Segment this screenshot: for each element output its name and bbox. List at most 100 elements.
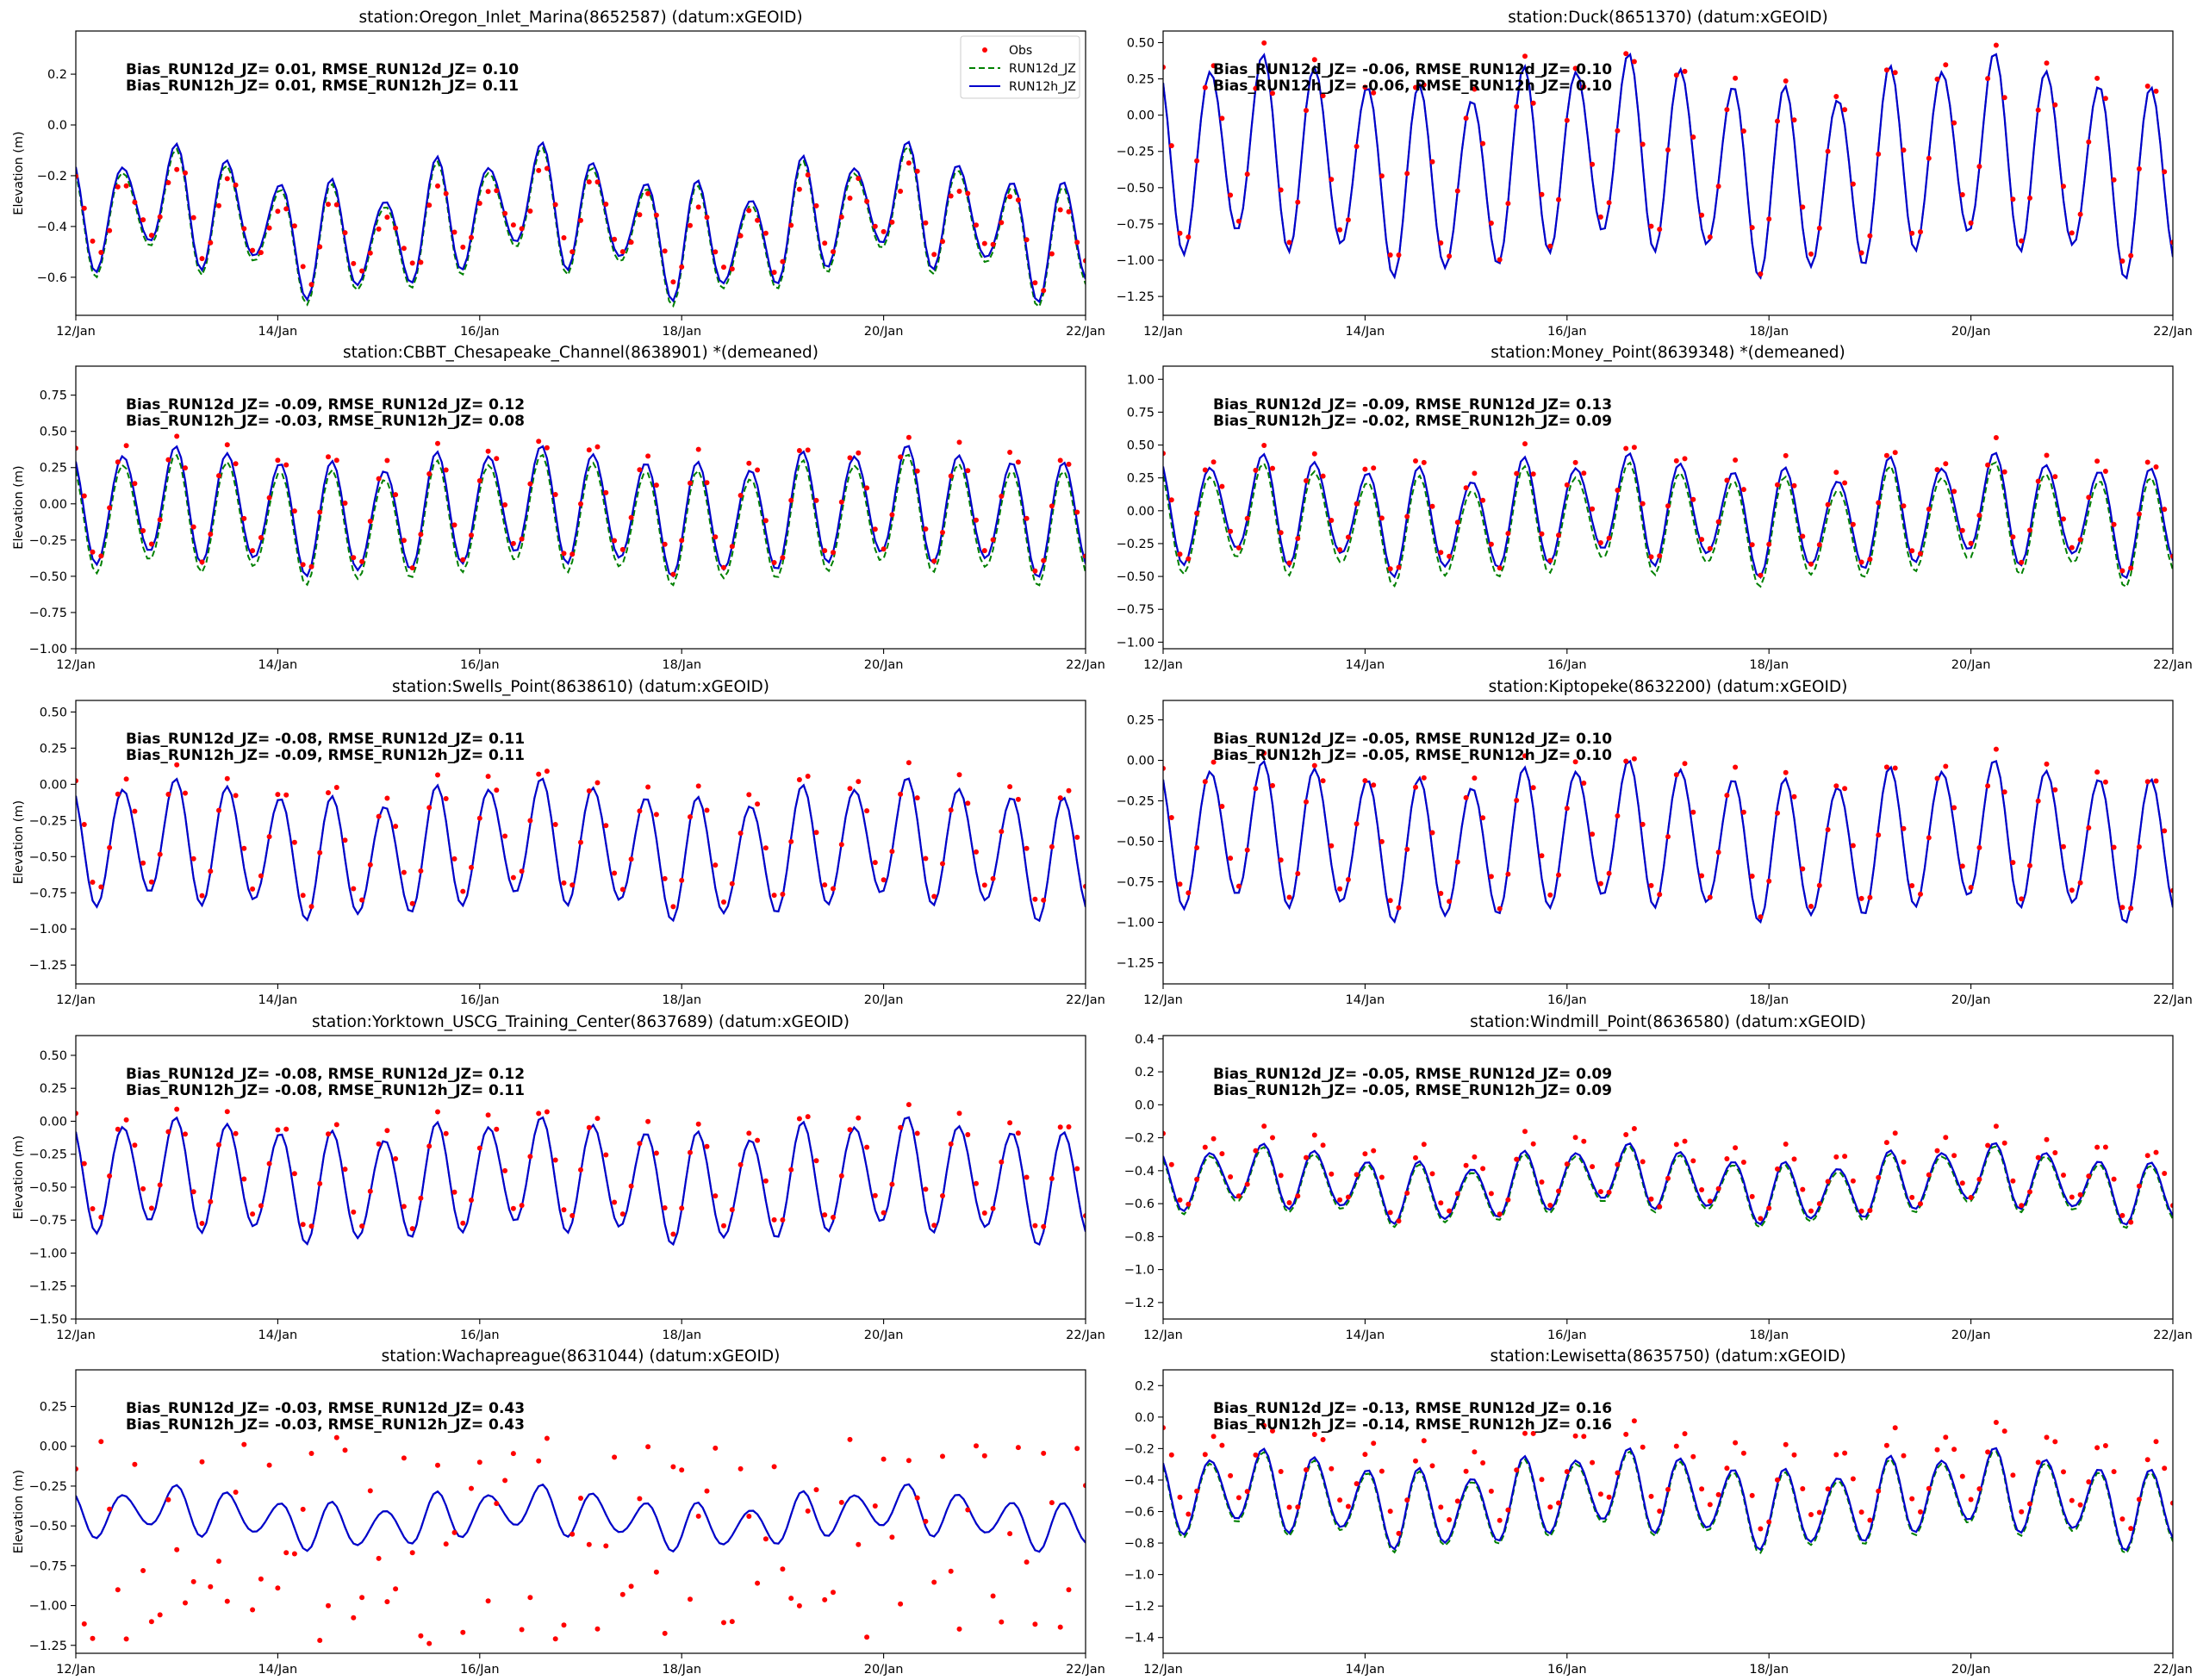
y-tick-label: −0.2 — [1124, 1442, 1155, 1456]
obs-point — [788, 222, 794, 228]
obs-point — [2019, 1509, 2025, 1515]
obs-point — [2001, 95, 2007, 101]
obs-point — [1749, 225, 1755, 231]
obs-point — [914, 1130, 920, 1136]
x-tick-label: 18/Jan — [662, 658, 701, 672]
obs-point — [2102, 469, 2108, 474]
y-tick-label: 0.75 — [40, 389, 67, 403]
y-tick-label: −1.2 — [1124, 1297, 1155, 1310]
legend-label: RUN12d_JZ — [1009, 62, 1076, 76]
obs-point — [1985, 462, 1991, 468]
obs-point — [326, 1602, 331, 1608]
y-tick-label: 0.0 — [1135, 1411, 1155, 1425]
obs-point — [831, 1215, 836, 1220]
obs-point — [594, 780, 601, 786]
x-tick-label: 18/Jan — [1749, 993, 1789, 1007]
obs-point — [1842, 786, 1848, 792]
obs-point — [233, 1130, 239, 1136]
obs-point — [831, 1590, 836, 1596]
obs-point — [115, 459, 121, 465]
obs-point — [2119, 1516, 2125, 1522]
obs-point — [510, 222, 516, 228]
obs-point — [2044, 1434, 2050, 1440]
obs-point — [1606, 870, 1612, 876]
subplot-4: station:Money_Point(8639348) *(demeaned)… — [1117, 344, 2193, 672]
obs-point — [1454, 1498, 1460, 1504]
obs-point — [224, 442, 230, 448]
obs-point — [1163, 1425, 1166, 1431]
obs-point — [1041, 897, 1047, 903]
obs-point — [1993, 1123, 1999, 1129]
obs-point — [1447, 899, 1453, 905]
obs-point — [1497, 1211, 1503, 1217]
y-tick-label: 0.50 — [40, 426, 67, 439]
obs-point — [990, 537, 996, 543]
obs-point — [1959, 863, 1965, 869]
obs-point — [1168, 815, 1174, 820]
x-tick-label: 20/Jan — [864, 658, 904, 672]
obs-point — [1825, 501, 1831, 507]
obs-point — [956, 772, 962, 778]
obs-point — [1049, 1500, 1055, 1506]
obs-point — [2052, 787, 2058, 793]
obs-point — [2044, 761, 2050, 767]
obs-point — [552, 1157, 558, 1163]
obs-point — [2162, 169, 2168, 175]
obs-point — [796, 1602, 802, 1608]
obs-point — [1800, 1186, 1806, 1192]
obs-point — [1993, 435, 1999, 440]
obs-point — [199, 1221, 205, 1226]
obs-point — [805, 1114, 811, 1120]
obs-point — [300, 1506, 306, 1512]
obs-point — [738, 233, 744, 239]
obs-point — [1379, 173, 1385, 179]
obs-point — [831, 550, 836, 556]
obs-point — [1783, 452, 1789, 458]
obs-point — [275, 457, 281, 464]
obs-point — [1362, 1151, 1368, 1157]
obs-point — [881, 228, 887, 234]
obs-point — [494, 1501, 500, 1507]
obs-point — [1850, 1178, 1856, 1184]
obs-point — [1362, 84, 1368, 90]
obs-point — [342, 501, 348, 506]
obs-point — [956, 439, 962, 445]
obs-point — [2044, 1136, 2050, 1142]
obs-point — [906, 760, 912, 766]
axes-frame — [1162, 365, 2174, 650]
obs-point — [1472, 470, 1478, 476]
x-tick-label: 22/Jan — [2153, 1663, 2193, 1677]
stats-line-1: Bias_RUN12d_JZ= -0.05, RMSE_RUN12d_JZ= 0… — [1213, 731, 1612, 748]
obs-point — [831, 249, 836, 255]
x-tick-label: 20/Jan — [864, 1328, 904, 1342]
obs-point — [1421, 82, 1427, 88]
obs-point — [704, 807, 710, 813]
obs-point — [190, 1578, 196, 1584]
obs-point — [1007, 784, 1013, 790]
obs-point — [1766, 1205, 1772, 1211]
subplot-3: station:CBBT_Chesapeake_Channel(8638901)… — [12, 344, 1105, 672]
obs-point — [401, 1204, 407, 1210]
obs-point — [1918, 1509, 1923, 1515]
obs-point — [923, 526, 929, 532]
obs-point — [1304, 108, 1309, 114]
obs-point — [1993, 42, 1999, 48]
obs-point — [2044, 452, 2050, 458]
obs-point — [199, 559, 205, 565]
obs-point — [1850, 181, 1856, 187]
obs-point — [695, 1121, 701, 1127]
obs-point — [469, 1485, 474, 1491]
obs-point — [578, 839, 583, 845]
obs-point — [1295, 199, 1301, 205]
obs-point — [174, 433, 180, 439]
obs-point — [2153, 1439, 2159, 1445]
obs-point — [923, 220, 929, 226]
obs-point — [2035, 1459, 2041, 1465]
y-tick-label: −1.00 — [29, 1600, 67, 1614]
obs-point — [494, 456, 500, 462]
obs-point — [1295, 1504, 1301, 1510]
obs-point — [107, 505, 113, 511]
obs-point — [931, 893, 937, 899]
y-tick-label: −1.00 — [29, 1247, 67, 1260]
obs-point — [2001, 1140, 2007, 1146]
